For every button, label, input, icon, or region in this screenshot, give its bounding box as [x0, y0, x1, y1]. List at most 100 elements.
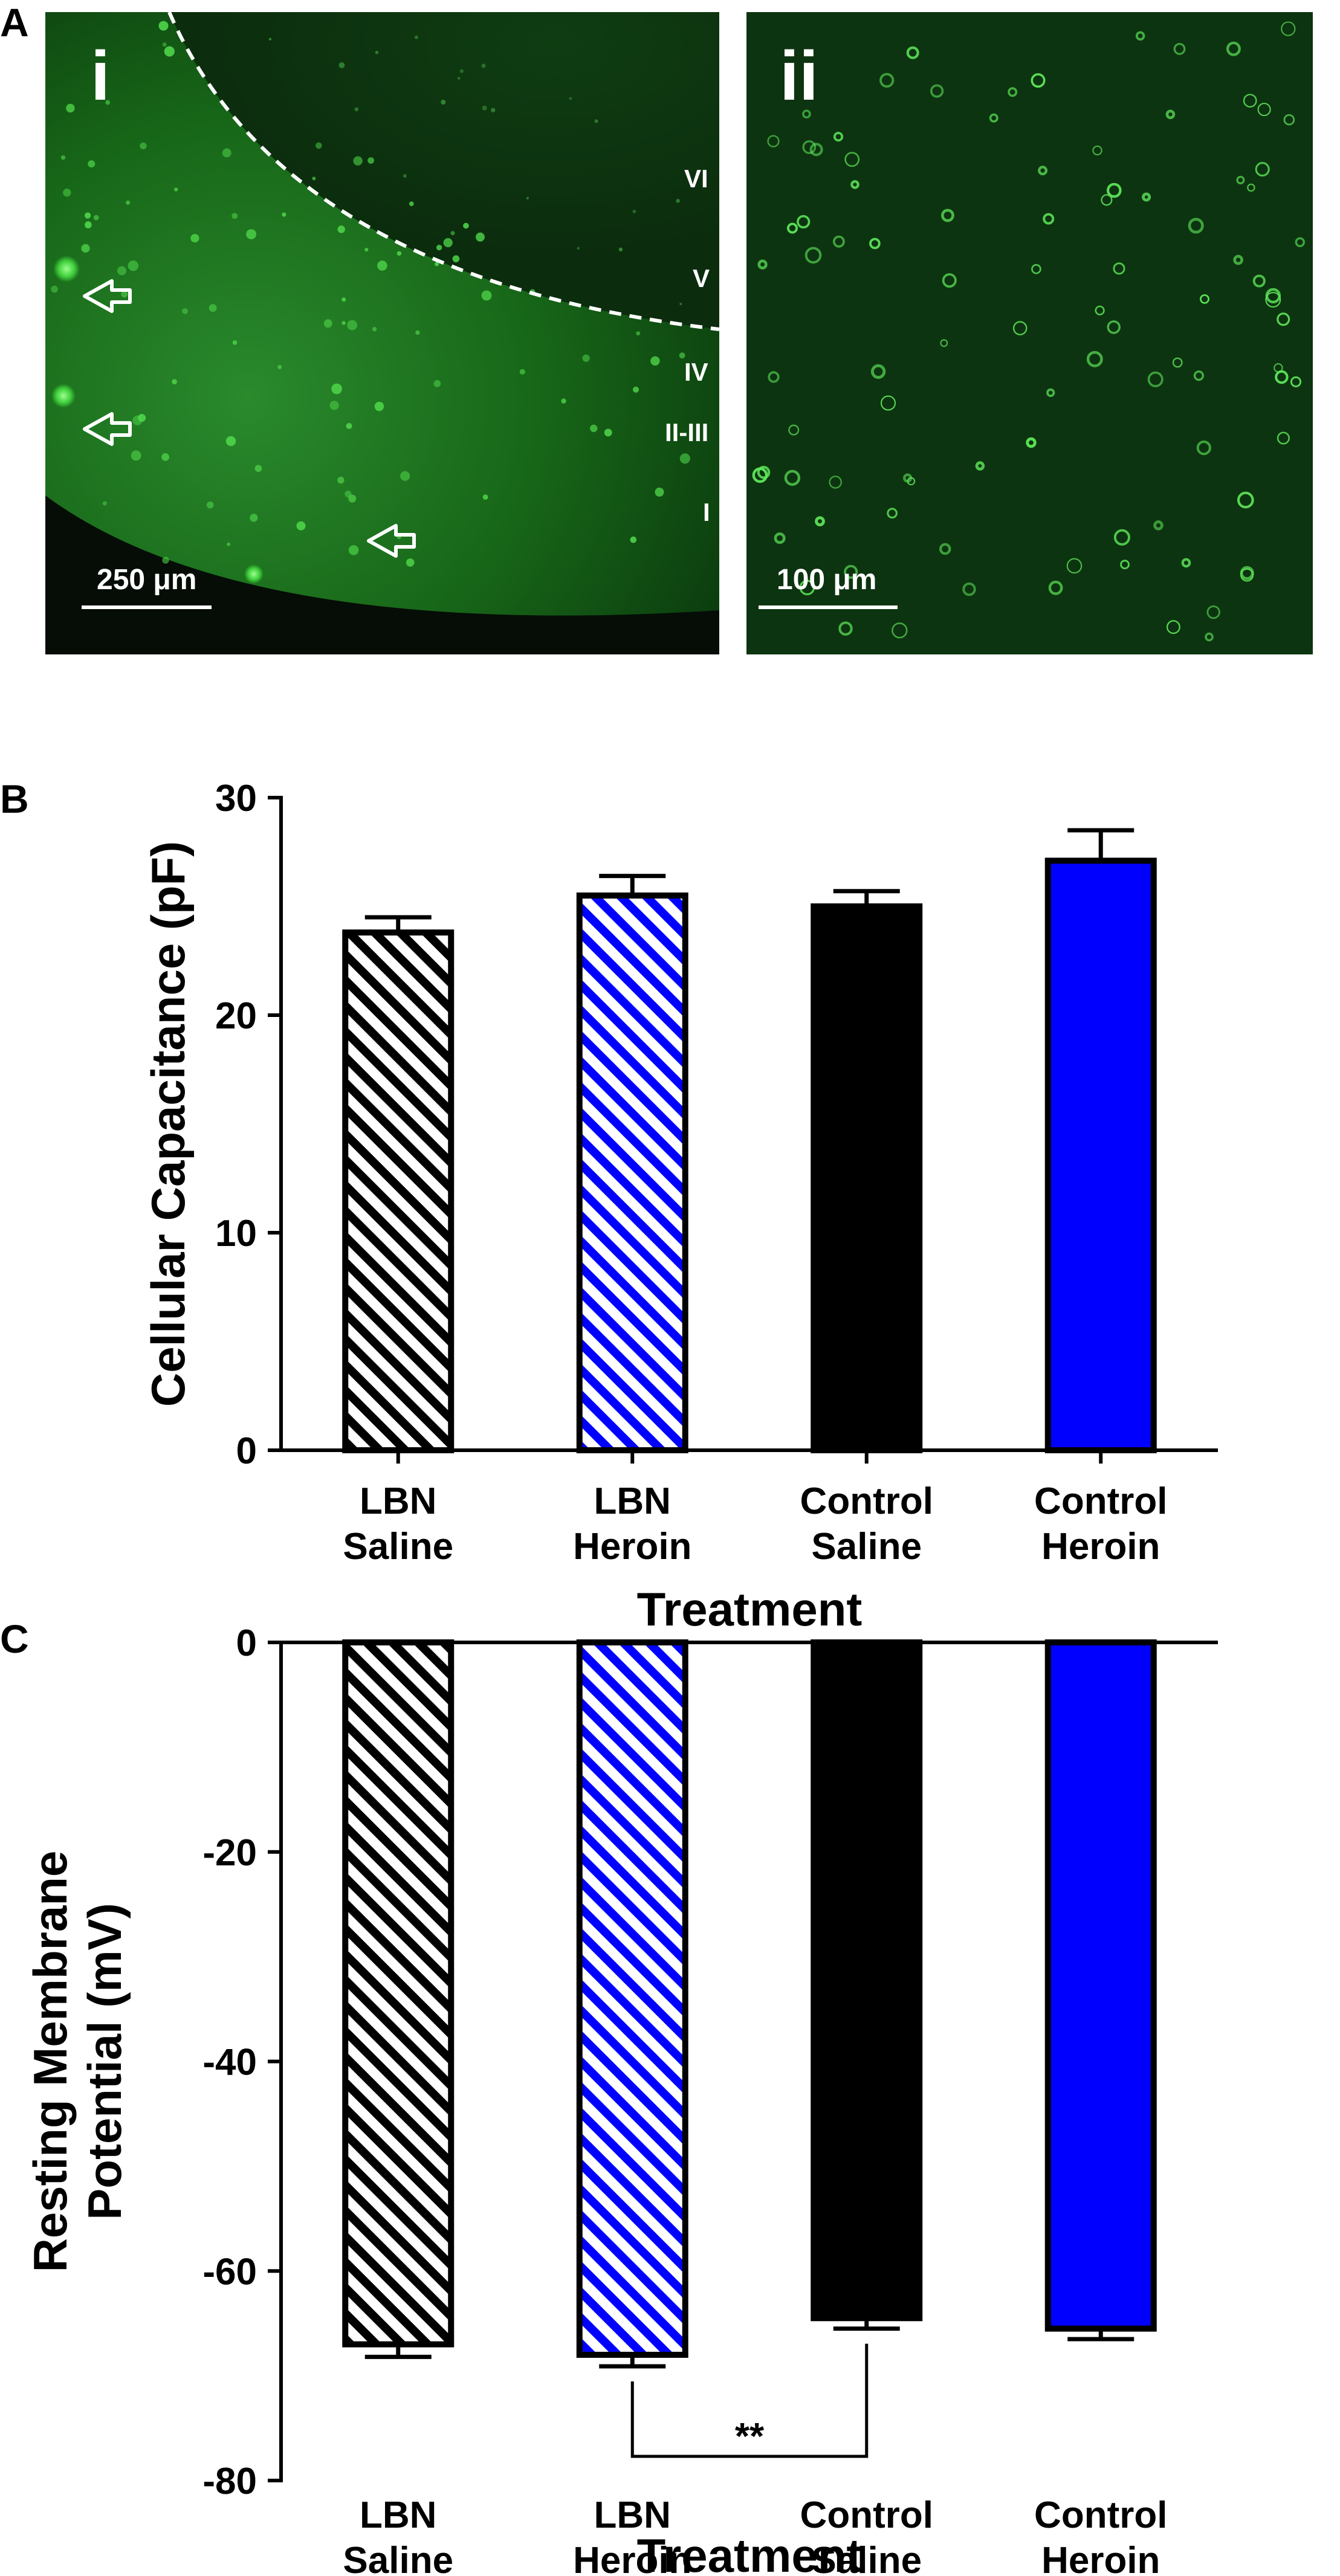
cell-ring [767, 135, 780, 147]
cell-dot [400, 471, 410, 481]
cell-ring [942, 273, 957, 288]
cell-ring [962, 582, 976, 596]
cell-dot [348, 494, 357, 503]
cell-ring [829, 476, 842, 489]
cell-dot [346, 423, 352, 429]
cell-dot [246, 229, 256, 239]
cell-ring [887, 508, 898, 519]
cell-dot [372, 327, 377, 332]
cell-dot [63, 189, 71, 197]
cell-ring [869, 237, 881, 250]
y-tick-label: 10 [215, 1213, 257, 1254]
cell-dot [60, 155, 66, 160]
cell-ring [797, 215, 811, 229]
cell-ring [1147, 371, 1164, 387]
cell-dot [209, 304, 217, 312]
cell-dot [341, 321, 346, 325]
cell-ring [1236, 176, 1245, 185]
cell-ring [799, 579, 815, 596]
cell-dot [582, 354, 590, 362]
cell-dot [337, 476, 345, 484]
micrograph-label-i: i [91, 37, 110, 115]
cell-ring [802, 109, 811, 119]
cell-dot [222, 148, 231, 158]
cell-ring [1193, 370, 1204, 381]
cell-ring [1252, 274, 1266, 288]
layer-label-iv: IV [684, 358, 708, 386]
cell-ring [941, 208, 954, 222]
y-axis-title: Potential (mV) [78, 1903, 131, 2219]
cell-dot [131, 450, 141, 461]
cell-ring [1101, 194, 1113, 206]
cell-ring [1283, 114, 1295, 126]
cell-ring [1188, 218, 1204, 234]
cell-dot [396, 251, 402, 256]
cell-ring [844, 564, 858, 579]
cell-ring [1086, 350, 1103, 367]
cell-ring [1196, 441, 1211, 456]
cell-ring [989, 113, 999, 123]
category-label: LBN [360, 2494, 436, 2536]
y-tick-label: -60 [202, 2251, 257, 2293]
cell-dot [650, 356, 660, 366]
cell-ring [1031, 263, 1041, 274]
cell-ring [1165, 109, 1176, 120]
cell-dot [590, 424, 598, 433]
cell-ring [1277, 431, 1290, 445]
layer-label-vi: VI [684, 164, 708, 193]
cell-ring [788, 424, 800, 436]
cell-ring [832, 235, 845, 248]
cell-dot [93, 215, 99, 221]
cell-ring [784, 470, 801, 486]
cell-dot [312, 176, 316, 181]
cell-dot [161, 453, 169, 461]
significance-bracket [630, 2343, 869, 2458]
cell-dot [433, 379, 441, 387]
cell-dot [102, 501, 107, 506]
cell-dot [409, 201, 414, 207]
cell-dot [232, 340, 238, 345]
category-label: Heroin [573, 1526, 691, 1567]
panel-letter-c: C [0, 1616, 29, 1661]
cell-dot [481, 290, 492, 301]
cell-dot [414, 35, 418, 39]
cell-ring [1166, 620, 1180, 634]
cell-ring [870, 364, 886, 379]
cell-dot [174, 187, 178, 192]
y-tick-label: -80 [202, 2461, 257, 2502]
y-tick-label: -40 [202, 2042, 257, 2084]
cell-dot [374, 401, 384, 412]
layer-label-ii-iii: II-III [665, 418, 708, 447]
y-tick-label: -20 [202, 1832, 257, 1874]
cell-ring [1200, 294, 1209, 304]
cell-ring [975, 461, 985, 471]
cell-ring [1031, 73, 1046, 88]
cell-ring [940, 339, 948, 347]
y-tick-label: 30 [215, 778, 257, 819]
cell-dot [158, 21, 169, 31]
cell-dot [452, 255, 460, 263]
cell-ring [1172, 357, 1183, 368]
cell-ring [757, 259, 768, 270]
cell-ring [1038, 166, 1048, 176]
chart-resting-potential: 0 -20 -40 -60 -80 LBN Saline LBN Heroin Control Sa… [24, 1622, 1218, 2576]
scale-bar-label-i: 250 μm [97, 564, 196, 596]
cell-ring [809, 143, 823, 157]
cell-ring [1275, 370, 1289, 384]
significance-label: ** [735, 2416, 765, 2458]
y-axis-title: Cellular Capacitance (pF) [141, 841, 195, 1407]
bar [1044, 1639, 1157, 2332]
cell-ring [1046, 388, 1055, 398]
bar [811, 903, 923, 1453]
cell-dot [126, 200, 131, 205]
cell-dot [85, 221, 92, 228]
cell-ring [1012, 321, 1028, 335]
cell-dot [655, 487, 664, 497]
cell-ring [930, 84, 944, 98]
cell-ring [881, 395, 896, 411]
cell-ring [850, 180, 859, 189]
cell-dot [594, 119, 598, 123]
category-label: Control [800, 2494, 933, 2536]
cell-ring [1257, 103, 1271, 117]
